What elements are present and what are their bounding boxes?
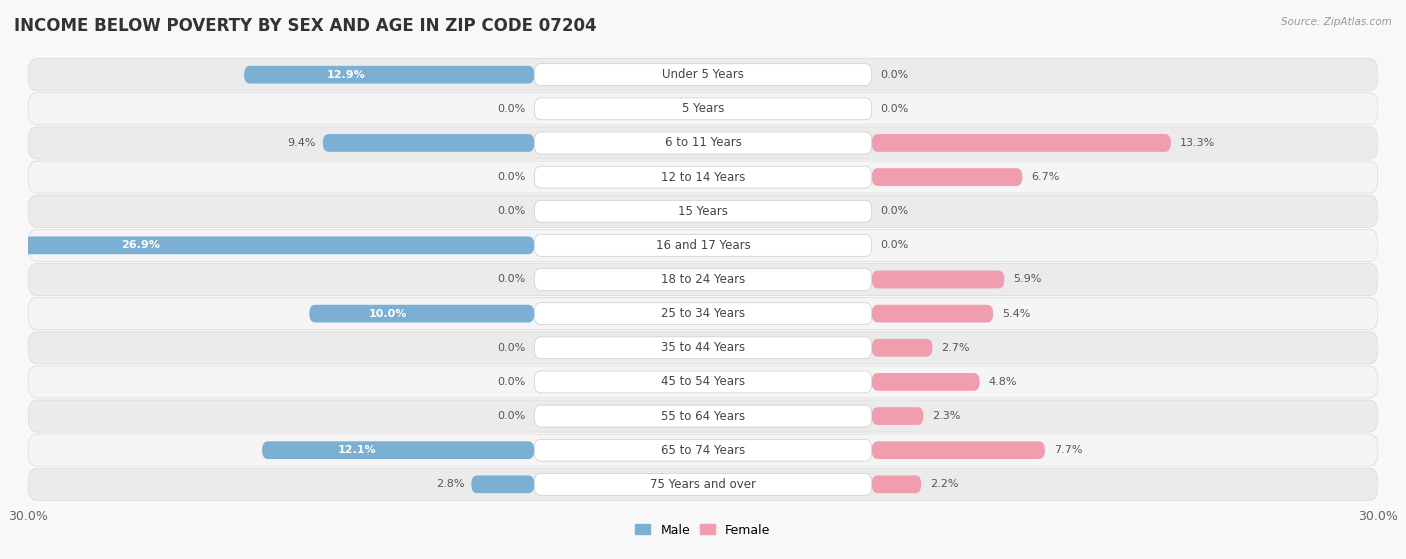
Text: 6.7%: 6.7% xyxy=(1032,172,1060,182)
Text: 12.1%: 12.1% xyxy=(337,445,377,455)
FancyBboxPatch shape xyxy=(872,134,1171,152)
FancyBboxPatch shape xyxy=(28,59,1378,91)
Text: 0.0%: 0.0% xyxy=(498,411,526,421)
FancyBboxPatch shape xyxy=(534,234,872,256)
Text: 75 Years and over: 75 Years and over xyxy=(650,478,756,491)
Text: 35 to 44 Years: 35 to 44 Years xyxy=(661,342,745,354)
FancyBboxPatch shape xyxy=(534,64,872,86)
FancyBboxPatch shape xyxy=(534,473,872,495)
Text: 0.0%: 0.0% xyxy=(498,172,526,182)
Text: 0.0%: 0.0% xyxy=(498,104,526,114)
FancyBboxPatch shape xyxy=(309,305,534,323)
Text: 5.4%: 5.4% xyxy=(1002,309,1031,319)
FancyBboxPatch shape xyxy=(534,268,872,291)
FancyBboxPatch shape xyxy=(245,66,534,83)
FancyBboxPatch shape xyxy=(872,441,1045,459)
FancyBboxPatch shape xyxy=(28,366,1378,398)
FancyBboxPatch shape xyxy=(872,407,924,425)
FancyBboxPatch shape xyxy=(872,168,1022,186)
Text: 5 Years: 5 Years xyxy=(682,102,724,115)
Text: 55 to 64 Years: 55 to 64 Years xyxy=(661,410,745,423)
Text: Under 5 Years: Under 5 Years xyxy=(662,68,744,81)
Text: 2.8%: 2.8% xyxy=(436,479,464,489)
Text: 0.0%: 0.0% xyxy=(498,274,526,285)
Text: 0.0%: 0.0% xyxy=(880,104,908,114)
FancyBboxPatch shape xyxy=(28,400,1378,432)
FancyBboxPatch shape xyxy=(28,468,1378,500)
FancyBboxPatch shape xyxy=(28,195,1378,228)
FancyBboxPatch shape xyxy=(872,339,932,357)
Text: 0.0%: 0.0% xyxy=(880,206,908,216)
Legend: Male, Female: Male, Female xyxy=(630,519,776,542)
Text: 26.9%: 26.9% xyxy=(121,240,160,250)
Text: 12.9%: 12.9% xyxy=(326,70,366,80)
Text: 15 Years: 15 Years xyxy=(678,205,728,217)
Text: 0.0%: 0.0% xyxy=(880,70,908,80)
Text: 12 to 14 Years: 12 to 14 Years xyxy=(661,170,745,183)
Text: 10.0%: 10.0% xyxy=(368,309,408,319)
FancyBboxPatch shape xyxy=(28,161,1378,193)
Text: 0.0%: 0.0% xyxy=(880,240,908,250)
Text: 45 to 54 Years: 45 to 54 Years xyxy=(661,376,745,389)
Text: 13.3%: 13.3% xyxy=(1180,138,1215,148)
Text: 2.2%: 2.2% xyxy=(931,479,959,489)
FancyBboxPatch shape xyxy=(534,166,872,188)
Text: 4.8%: 4.8% xyxy=(988,377,1017,387)
FancyBboxPatch shape xyxy=(534,303,872,325)
FancyBboxPatch shape xyxy=(534,337,872,359)
FancyBboxPatch shape xyxy=(534,98,872,120)
Text: 18 to 24 Years: 18 to 24 Years xyxy=(661,273,745,286)
Text: 25 to 34 Years: 25 to 34 Years xyxy=(661,307,745,320)
FancyBboxPatch shape xyxy=(28,127,1378,159)
FancyBboxPatch shape xyxy=(28,331,1378,364)
FancyBboxPatch shape xyxy=(28,93,1378,125)
FancyBboxPatch shape xyxy=(534,371,872,393)
Text: 2.7%: 2.7% xyxy=(942,343,970,353)
FancyBboxPatch shape xyxy=(872,271,1004,288)
Text: 6 to 11 Years: 6 to 11 Years xyxy=(665,136,741,149)
FancyBboxPatch shape xyxy=(28,229,1378,262)
Text: 9.4%: 9.4% xyxy=(288,138,316,148)
Text: INCOME BELOW POVERTY BY SEX AND AGE IN ZIP CODE 07204: INCOME BELOW POVERTY BY SEX AND AGE IN Z… xyxy=(14,17,596,35)
Text: 65 to 74 Years: 65 to 74 Years xyxy=(661,444,745,457)
FancyBboxPatch shape xyxy=(0,236,534,254)
FancyBboxPatch shape xyxy=(872,476,921,493)
FancyBboxPatch shape xyxy=(534,200,872,222)
FancyBboxPatch shape xyxy=(872,305,993,323)
FancyBboxPatch shape xyxy=(534,132,872,154)
Text: 0.0%: 0.0% xyxy=(498,377,526,387)
Text: 16 and 17 Years: 16 and 17 Years xyxy=(655,239,751,252)
Text: 5.9%: 5.9% xyxy=(1014,274,1042,285)
FancyBboxPatch shape xyxy=(872,373,980,391)
FancyBboxPatch shape xyxy=(471,476,534,493)
Text: 2.3%: 2.3% xyxy=(932,411,960,421)
FancyBboxPatch shape xyxy=(534,439,872,461)
Text: Source: ZipAtlas.com: Source: ZipAtlas.com xyxy=(1281,17,1392,27)
Text: 0.0%: 0.0% xyxy=(498,343,526,353)
Text: 0.0%: 0.0% xyxy=(498,206,526,216)
FancyBboxPatch shape xyxy=(323,134,534,152)
FancyBboxPatch shape xyxy=(262,441,534,459)
FancyBboxPatch shape xyxy=(534,405,872,427)
FancyBboxPatch shape xyxy=(28,297,1378,330)
Text: 7.7%: 7.7% xyxy=(1054,445,1083,455)
FancyBboxPatch shape xyxy=(28,263,1378,296)
FancyBboxPatch shape xyxy=(28,434,1378,466)
